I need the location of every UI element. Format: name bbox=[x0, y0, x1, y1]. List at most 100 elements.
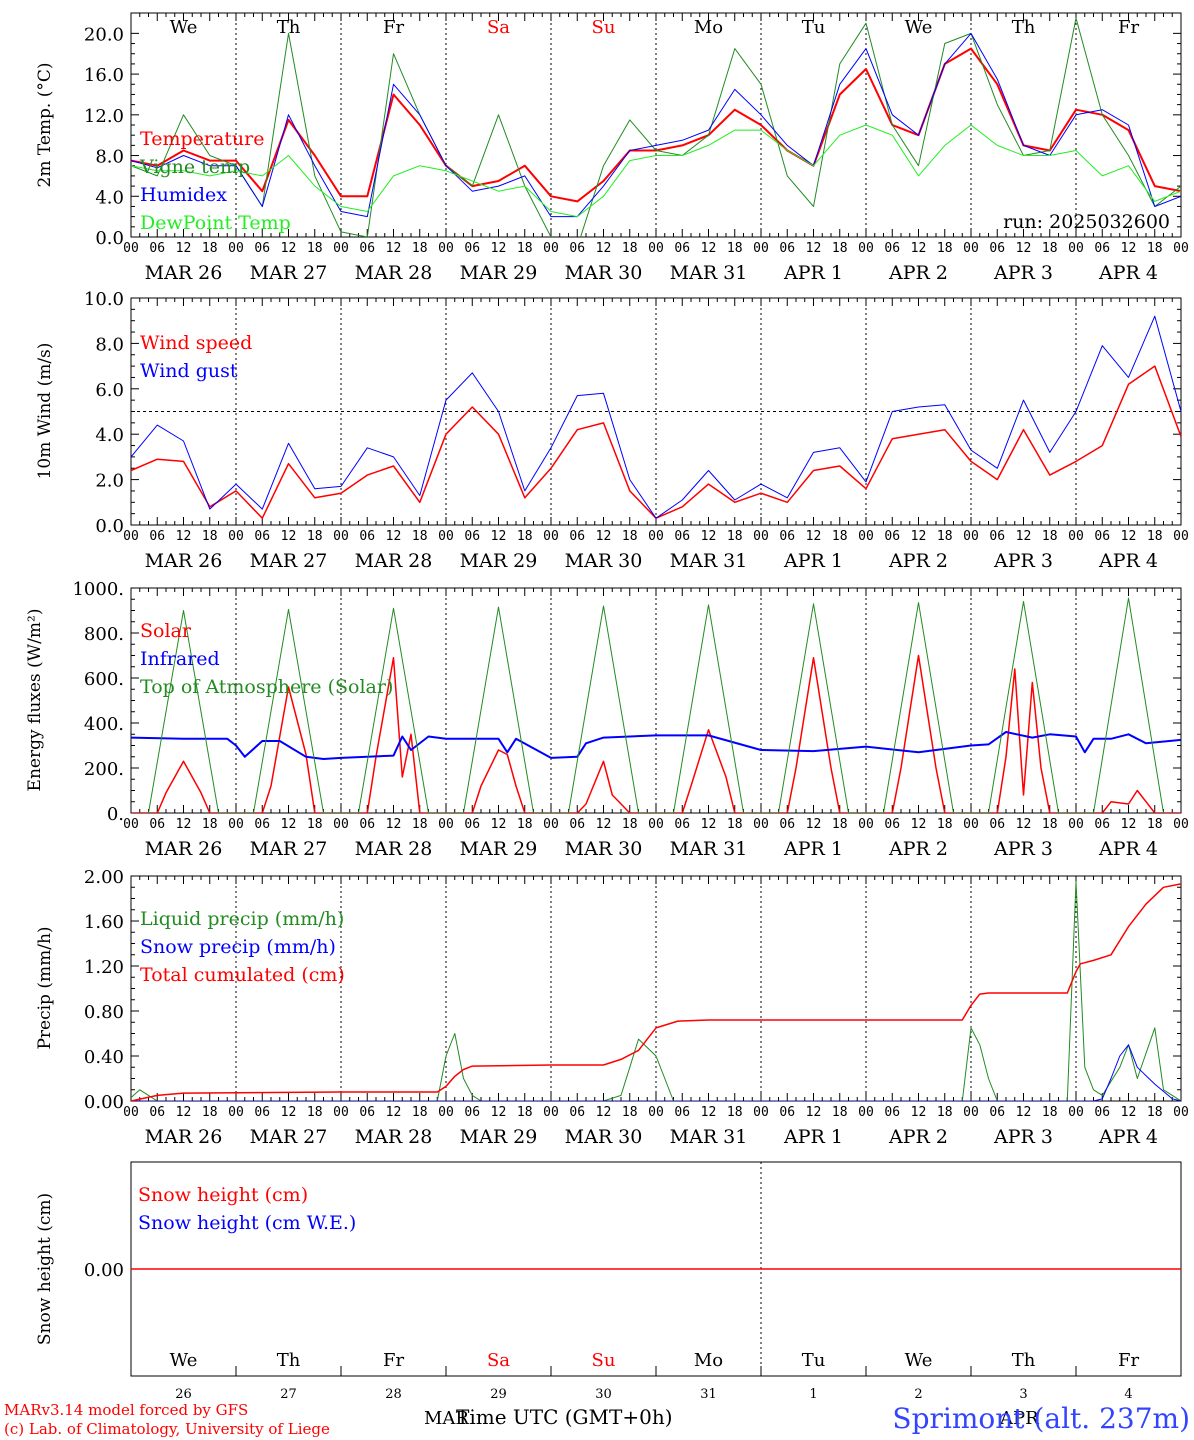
day-number-label: 28 bbox=[385, 1387, 402, 1402]
legend-entry: Temperature bbox=[140, 128, 264, 150]
legend-entry: Infrared bbox=[140, 648, 220, 670]
hour-tick-label: 18 bbox=[202, 817, 218, 832]
hour-tick-label: 06 bbox=[569, 1105, 585, 1120]
hour-tick-label: 00 bbox=[753, 529, 769, 544]
run-label: run: 2025032600 bbox=[1003, 211, 1170, 233]
y-tick-label: 10.0 bbox=[84, 289, 124, 310]
hour-tick-label: 00 bbox=[963, 817, 979, 832]
hour-tick-label: 06 bbox=[989, 817, 1005, 832]
hour-tick-label: 00 bbox=[858, 1105, 874, 1120]
day-name-label: Th bbox=[277, 17, 301, 38]
hour-tick-label: 12 bbox=[806, 529, 822, 544]
y-tick-label: 0.0 bbox=[95, 516, 124, 537]
hour-tick-label: 18 bbox=[622, 817, 638, 832]
hour-tick-label: 06 bbox=[254, 1105, 270, 1120]
hour-tick-label: 12 bbox=[491, 529, 507, 544]
day-number-label: 4 bbox=[1124, 1387, 1132, 1402]
hour-tick-label: 12 bbox=[596, 1105, 612, 1120]
hour-tick-label: 00 bbox=[1173, 241, 1189, 256]
hour-tick-label: 18 bbox=[1147, 529, 1163, 544]
hour-tick-label: 12 bbox=[176, 817, 192, 832]
day-name-label: Tu bbox=[802, 1350, 826, 1371]
hour-tick-label: 06 bbox=[1094, 241, 1110, 256]
hour-tick-label: 00 bbox=[228, 529, 244, 544]
hour-tick-label: 06 bbox=[1094, 1105, 1110, 1120]
lab-credit: (c) Lab. of Climatology, University of L… bbox=[4, 1420, 330, 1438]
hour-tick-label: 12 bbox=[176, 1105, 192, 1120]
date-label: MAR 27 bbox=[250, 262, 328, 284]
hour-tick-label: 00 bbox=[648, 529, 664, 544]
date-label: MAR 29 bbox=[460, 1126, 538, 1148]
hour-tick-label: 12 bbox=[386, 529, 402, 544]
series-line bbox=[131, 124, 1181, 218]
hour-tick-label: 18 bbox=[727, 817, 743, 832]
place-label: Sprimont (alt. 237m) bbox=[892, 1402, 1190, 1435]
hour-tick-label: 12 bbox=[806, 241, 822, 256]
y-tick-label: 600. bbox=[84, 669, 124, 690]
hour-tick-label: 12 bbox=[911, 529, 927, 544]
date-label: MAR 26 bbox=[145, 838, 223, 860]
hour-tick-label: 00 bbox=[543, 1105, 559, 1120]
hour-tick-label: 00 bbox=[648, 1105, 664, 1120]
hour-tick-label: 18 bbox=[832, 1105, 848, 1120]
hour-tick-label: 12 bbox=[1016, 817, 1032, 832]
date-label: MAR 31 bbox=[670, 1126, 748, 1148]
hour-tick-label: 12 bbox=[386, 1105, 402, 1120]
hour-tick-label: 12 bbox=[281, 817, 297, 832]
hour-tick-label: 00 bbox=[123, 529, 139, 544]
hour-tick-label: 18 bbox=[412, 1105, 428, 1120]
y-tick-label: 2.00 bbox=[84, 867, 124, 888]
day-name-label: Sa bbox=[487, 1350, 510, 1371]
hour-tick-label: 12 bbox=[1016, 1105, 1032, 1120]
hour-tick-label: 06 bbox=[149, 241, 165, 256]
hour-tick-label: 12 bbox=[386, 241, 402, 256]
hour-tick-label: 12 bbox=[596, 241, 612, 256]
date-label: MAR 28 bbox=[355, 550, 433, 572]
date-label: MAR 28 bbox=[355, 838, 433, 860]
panel-4: 0.00 0.40 0.80 1.20 1.60 2.00 Precip (mm/h) 00 0… bbox=[35, 867, 1189, 1148]
day-name-label: Fr bbox=[383, 1350, 404, 1371]
legend-entry: Wind gust bbox=[140, 360, 238, 382]
legend-entry: Vigne temp bbox=[139, 156, 250, 178]
day-number-label: 27 bbox=[280, 1387, 297, 1402]
hour-tick-label: 00 bbox=[963, 1105, 979, 1120]
hour-tick-label: 18 bbox=[517, 1105, 533, 1120]
hour-tick-label: 18 bbox=[1042, 1105, 1058, 1120]
date-label: MAR 27 bbox=[250, 838, 328, 860]
hour-tick-label: 12 bbox=[491, 817, 507, 832]
hour-tick-label: 06 bbox=[779, 529, 795, 544]
hour-tick-label: 06 bbox=[779, 241, 795, 256]
date-label: MAR 29 bbox=[460, 838, 538, 860]
hour-tick-label: 00 bbox=[333, 241, 349, 256]
y-tick-label: 8.0 bbox=[95, 334, 124, 355]
hour-tick-label: 00 bbox=[753, 1105, 769, 1120]
hour-tick-label: 12 bbox=[596, 817, 612, 832]
hour-tick-label: 00 bbox=[438, 241, 454, 256]
legend-entry: DewPoint Temp bbox=[140, 212, 291, 234]
date-label: MAR 26 bbox=[145, 1126, 223, 1148]
day-number-label: 30 bbox=[595, 1387, 612, 1402]
day-name-label: We bbox=[170, 1350, 198, 1371]
hour-tick-label: 18 bbox=[832, 241, 848, 256]
hour-tick-label: 06 bbox=[359, 529, 375, 544]
day-number-label: 2 bbox=[914, 1387, 922, 1402]
date-label: APR 1 bbox=[783, 838, 843, 860]
date-label: MAR 30 bbox=[565, 262, 643, 284]
hour-tick-label: 18 bbox=[202, 241, 218, 256]
hour-tick-label: 00 bbox=[543, 241, 559, 256]
bottom-month-left: MAR bbox=[424, 1408, 469, 1429]
hour-tick-label: 00 bbox=[858, 529, 874, 544]
panel-3: 0. 200. 400. 600. 800. 1000. Energy fluxes (W/… bbox=[25, 579, 1189, 860]
hour-tick-label: 18 bbox=[622, 1105, 638, 1120]
hour-tick-label: 00 bbox=[333, 529, 349, 544]
day-name-label: Th bbox=[1012, 17, 1036, 38]
date-label: APR 4 bbox=[1098, 550, 1158, 572]
hour-tick-label: 00 bbox=[333, 1105, 349, 1120]
legend-entry: Snow height (cm W.E.) bbox=[138, 1212, 356, 1234]
hour-tick-label: 12 bbox=[701, 1105, 717, 1120]
hour-tick-label: 00 bbox=[858, 241, 874, 256]
y-tick-label: 800. bbox=[84, 624, 124, 645]
hour-tick-label: 06 bbox=[884, 241, 900, 256]
series-line bbox=[131, 17, 1181, 237]
y-tick-label: 1.60 bbox=[84, 912, 124, 933]
